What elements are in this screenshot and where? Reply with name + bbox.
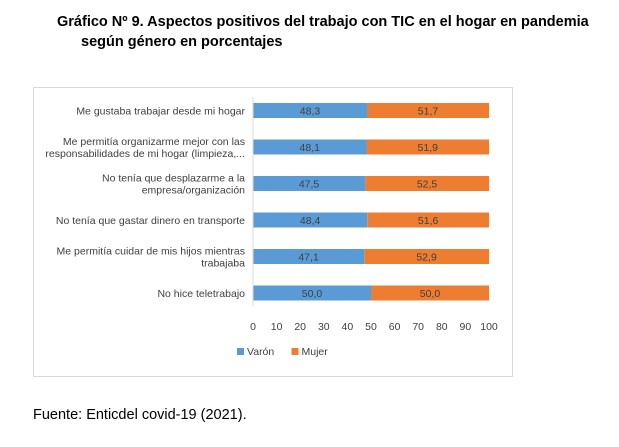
chart-title: Gráfico Nº 9. Aspectos positivos del tra… <box>57 12 612 52</box>
source-note: Fuente: Enticdel covid-19 (2021). <box>33 407 247 423</box>
x-tick-label: 90 <box>460 321 472 333</box>
legend-label-varon: Varón <box>247 346 274 358</box>
bar-varon <box>253 139 367 155</box>
x-tick-label: 20 <box>294 321 306 333</box>
bar-varon <box>253 212 368 228</box>
data-label: 48,4 <box>300 215 321 227</box>
bar-mujer <box>366 139 489 155</box>
bar-mujer <box>365 176 489 191</box>
data-label: 50,0 <box>302 288 323 300</box>
bar-varon <box>253 249 365 264</box>
x-tick-label: 100 <box>480 321 498 333</box>
data-label: 51,7 <box>418 106 439 118</box>
x-tick-label: 0 <box>250 321 256 333</box>
bar-mujer <box>371 285 489 301</box>
data-label: 50,0 <box>420 288 441 300</box>
x-tick-label: 70 <box>412 321 424 333</box>
bar-varon <box>253 103 367 118</box>
category-label: No tenía que gastar dinero en transporte <box>56 215 245 227</box>
x-tick-label: 80 <box>436 321 448 333</box>
stacked-bar-chart: Me gustaba trabajar desde mi hogar 48,3 51… <box>45 97 498 358</box>
chart-area: Me gustaba trabajar desde mi hogar 48,3 51… <box>33 87 513 377</box>
data-label: 52,9 <box>416 252 437 264</box>
x-tick-label: 30 <box>318 321 330 333</box>
x-tick-label: 50 <box>365 321 377 333</box>
data-label: 51,9 <box>418 142 439 154</box>
chart-title-line1: Gráfico Nº 9. Aspectos positivos del tra… <box>57 14 589 30</box>
x-tick-label: 10 <box>271 321 283 333</box>
category-label: Me permitía organizarme mejor con las <box>63 136 245 148</box>
category-label: empresa/organización <box>142 185 245 197</box>
bar-varon <box>253 285 371 301</box>
category-label: No tenía que desplazarme a la <box>102 173 245 185</box>
data-label: 47,1 <box>298 252 319 264</box>
legend-swatch-mujer <box>291 348 299 355</box>
category-label: Me gustaba trabajar desde mi hogar <box>76 106 245 118</box>
bar-varon <box>253 176 366 191</box>
chart-title-line2: según género en porcentajes <box>81 34 283 50</box>
category-label: Me permitía cuidar de mis hijos mientras <box>57 246 245 258</box>
bar-mujer <box>366 103 489 118</box>
bar-mujer <box>364 249 489 264</box>
category-label: trabajaba <box>201 258 245 270</box>
category-label: No hice teletrabajo <box>157 288 245 300</box>
data-label: 47,5 <box>299 179 320 191</box>
data-label: 51,6 <box>418 215 439 227</box>
x-tick-label: 40 <box>342 321 354 333</box>
data-label: 48,1 <box>300 142 321 154</box>
legend-label-mujer: Mujer <box>302 346 329 358</box>
data-label: 48,3 <box>300 106 321 118</box>
data-label: 52,5 <box>417 179 438 191</box>
category-label: responsabilidades de mi hogar (limpieza,… <box>45 148 245 160</box>
legend-swatch-varon <box>237 348 244 355</box>
x-tick-label: 60 <box>389 321 401 333</box>
bar-mujer <box>367 212 489 228</box>
